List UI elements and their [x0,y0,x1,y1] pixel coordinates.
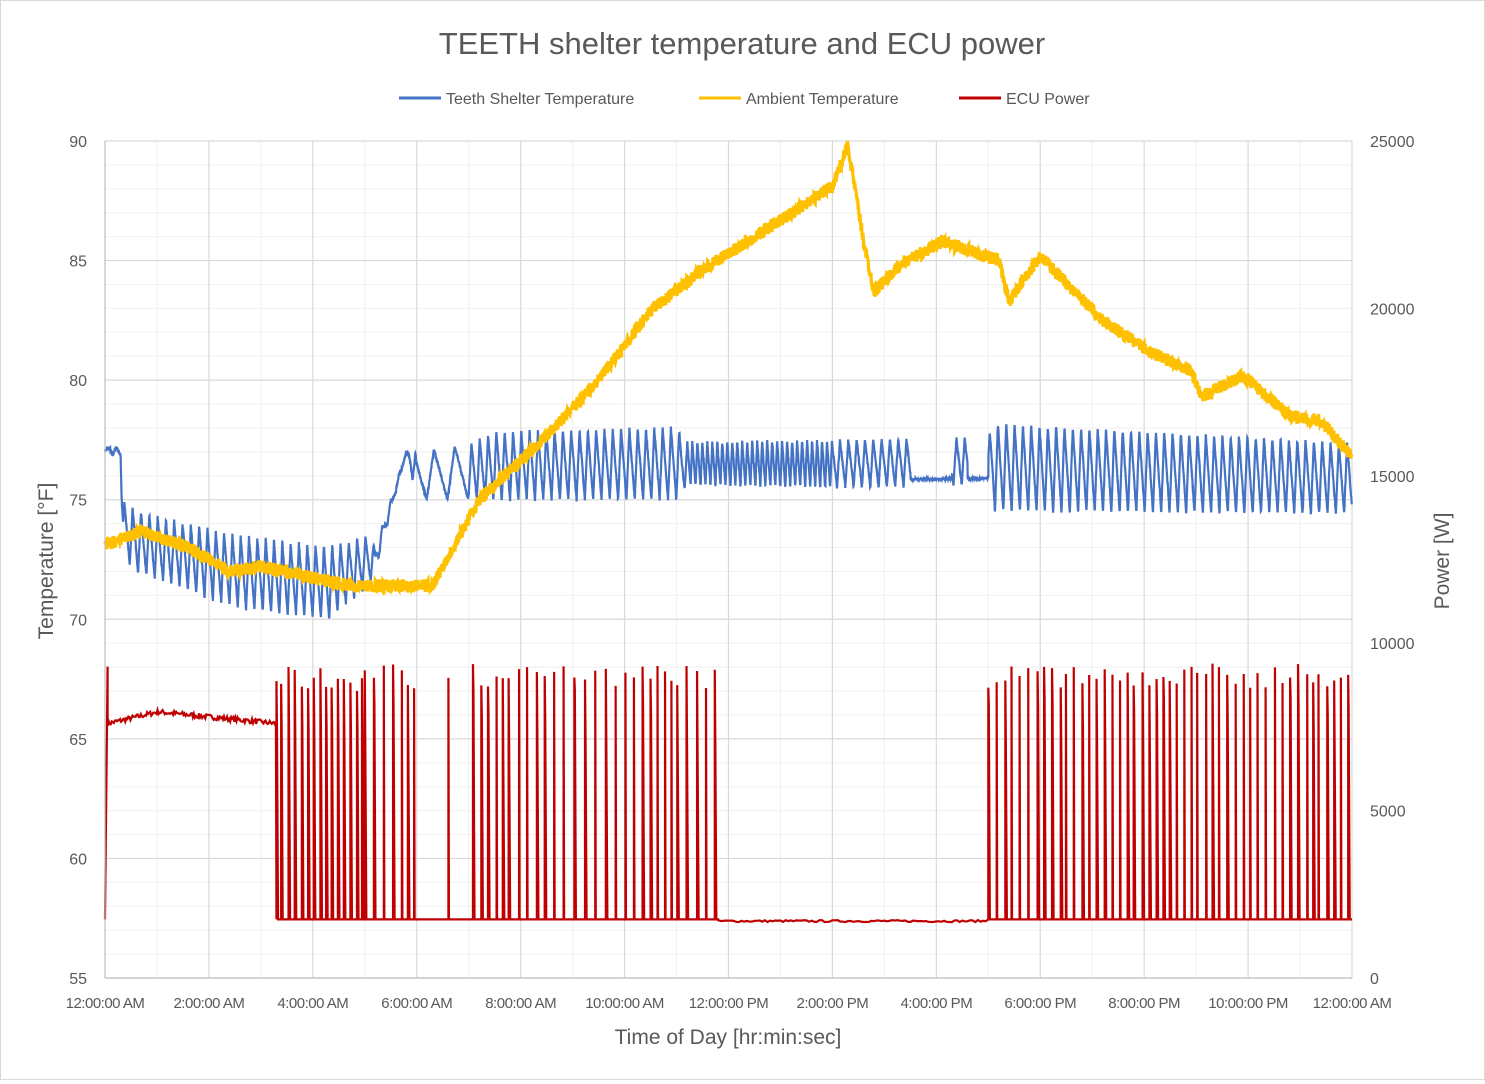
y-tick-label: 90 [69,134,87,151]
y2-tick-label: 20000 [1370,301,1415,318]
x-tick-label: 2:00:00 AM [173,995,244,1012]
y2-tick-label: 5000 [1370,804,1406,821]
x-tick-label: 6:00:00 PM [1004,995,1076,1012]
shelter-temperature-line [103,423,1353,619]
y2-axis-title: Power [W] [1431,513,1454,610]
x-axis-title: Time of Day [hr:min:sec] [615,1026,842,1049]
y-tick-label: 60 [69,851,87,868]
ecu-power-line [103,663,1352,924]
legend-label: Teeth Shelter Temperature [446,91,634,108]
series-layer [103,140,1354,924]
legend-label: Ambient Temperature [746,91,899,108]
y2-tick-label: 15000 [1370,469,1415,486]
x-tick-label: 8:00:00 AM [485,995,556,1012]
x-tick-label: 10:00:00 AM [585,995,664,1012]
ambient-temperature-line [103,140,1354,596]
legend-label: ECU Power [1006,91,1090,108]
y-tick-label: 85 [69,254,87,271]
x-tick-label: 10:00:00 PM [1208,995,1288,1012]
y-tick-label: 65 [69,732,87,749]
x-tick-label: 6:00:00 AM [381,995,452,1012]
y2-tick-label: 0 [1370,971,1379,988]
legend: Teeth Shelter Temperature Ambient Tempera… [399,91,1090,108]
axes: 55 60 65 70 75 80 85 90 0 5000 10000 15000 20000 2500… [66,134,1415,1012]
y-tick-label: 75 [69,493,87,510]
y2-tick-label: 10000 [1370,636,1415,653]
x-tick-label: 2:00:00 PM [797,995,869,1012]
x-tick-label: 12:00:00 AM [1313,995,1392,1012]
y-tick-label: 80 [69,373,87,390]
chart-title: TEETH shelter temperature and ECU power [439,26,1045,61]
y-tick-label: 70 [69,612,87,629]
x-tick-label: 12:00:00 PM [689,995,769,1012]
y-tick-label: 55 [69,971,87,988]
y-axis-title: Temperature [°F] [35,483,58,640]
x-tick-label: 4:00:00 AM [277,995,348,1012]
x-tick-label: 4:00:00 PM [900,995,972,1012]
x-tick-label: 12:00:00 AM [66,995,145,1012]
x-tick-label: 8:00:00 PM [1108,995,1180,1012]
y2-tick-label: 25000 [1370,134,1415,151]
